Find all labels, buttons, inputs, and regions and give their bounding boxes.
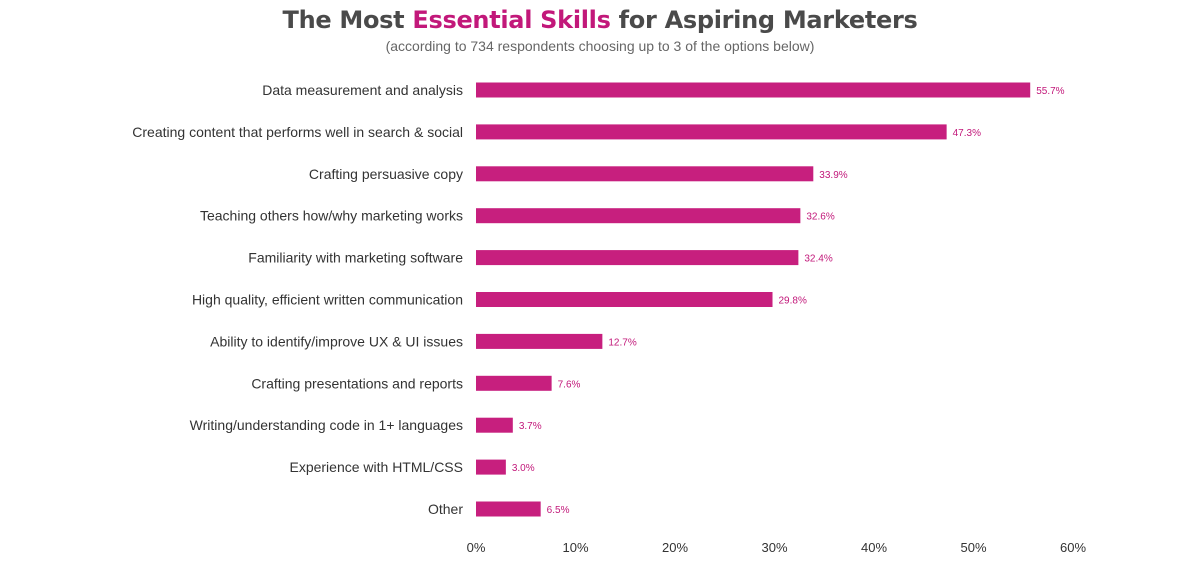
value-label: 29.8% bbox=[779, 296, 807, 307]
bar bbox=[476, 501, 541, 517]
bar bbox=[476, 292, 773, 307]
category-label: High quality, efficient written communic… bbox=[192, 292, 463, 308]
bar bbox=[476, 333, 603, 349]
category-label: Familiarity with marketing software bbox=[248, 250, 463, 266]
category-label: Crafting presentations and reports bbox=[251, 375, 463, 391]
x-tick-label: 20% bbox=[662, 540, 688, 555]
category-label: Writing/understanding code in 1+ languag… bbox=[190, 417, 463, 433]
category-label: Ability to identify/improve UX & UI issu… bbox=[210, 333, 463, 349]
category-label: Other bbox=[428, 501, 463, 517]
value-label: 32.4% bbox=[804, 254, 832, 265]
chart-subtitle: (according to 734 respondents choosing u… bbox=[385, 38, 815, 54]
title-highlight: Essential Skills bbox=[412, 6, 611, 34]
bar bbox=[476, 166, 814, 182]
x-tick-label: 40% bbox=[861, 540, 887, 555]
value-label: 55.7% bbox=[1036, 86, 1064, 97]
x-tick-label: 30% bbox=[761, 540, 787, 555]
value-label: 33.9% bbox=[819, 170, 847, 181]
value-label: 7.6% bbox=[558, 379, 581, 390]
bar bbox=[476, 375, 552, 391]
category-label: Creating content that performs well in s… bbox=[132, 124, 463, 140]
title-part-3: for Aspiring Marketers bbox=[610, 6, 918, 34]
value-label: 47.3% bbox=[953, 128, 981, 139]
bar bbox=[476, 459, 506, 475]
bar bbox=[476, 417, 513, 433]
value-label: 3.0% bbox=[512, 463, 535, 474]
bar bbox=[476, 82, 1031, 98]
value-label: 6.5% bbox=[547, 505, 570, 516]
title-part-1: The Most bbox=[282, 6, 413, 34]
bar bbox=[476, 124, 947, 140]
bar bbox=[476, 208, 801, 224]
value-label: 12.7% bbox=[608, 337, 636, 348]
category-label: Experience with HTML/CSS bbox=[289, 459, 463, 475]
x-tick-label: 0% bbox=[467, 540, 486, 555]
value-label: 32.6% bbox=[806, 212, 834, 223]
category-label: Crafting persuasive copy bbox=[309, 166, 463, 182]
x-tick-label: 50% bbox=[960, 540, 986, 555]
category-label: Teaching others how/why marketing works bbox=[200, 208, 463, 224]
x-tick-label: 10% bbox=[562, 540, 588, 555]
category-label: Data measurement and analysis bbox=[262, 82, 463, 98]
value-label: 3.7% bbox=[519, 421, 542, 432]
bar bbox=[476, 250, 799, 266]
x-tick-label: 60% bbox=[1060, 540, 1086, 555]
chart-title: The Most Essential Skills for Aspiring M… bbox=[0, 6, 1200, 34]
